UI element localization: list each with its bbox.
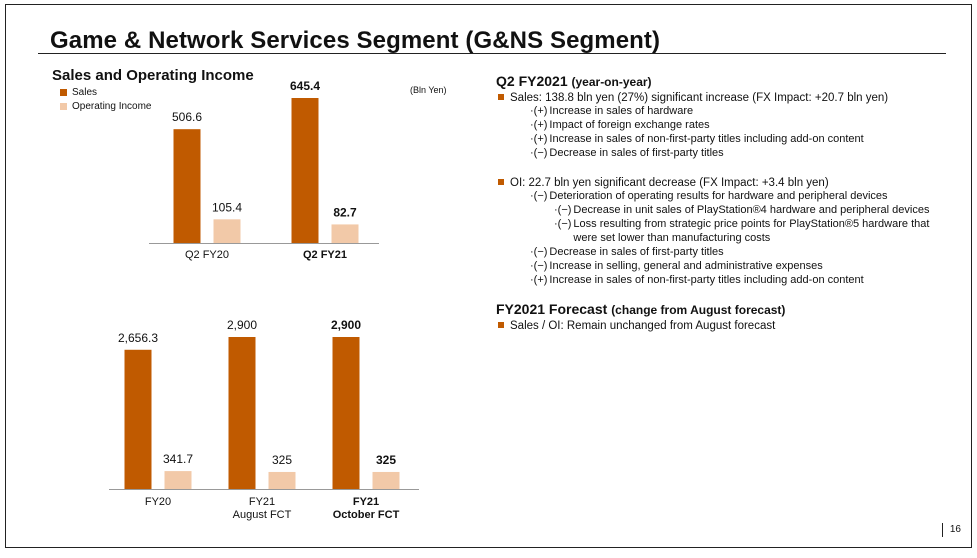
bar-operating-income [372, 471, 400, 489]
oi-factor-item: ·(−) Deterioration of operating results f… [530, 189, 966, 203]
oi-factor-item-text: Deterioration of operating results for h… [549, 190, 888, 202]
oi-factor-item-marker: ·(−) [530, 246, 548, 258]
data-label-sales: 2,900 [331, 318, 361, 332]
data-label-operating-income: 325 [272, 453, 292, 467]
sales-factor-item: ·(+) Impact of foreign exchange rates [530, 118, 966, 132]
oi-factor-item: ·(−) Increase in selling, general and adm… [530, 259, 966, 273]
bar-operating-income [164, 471, 192, 489]
slide: Game & Network Services Segment (G&NS Se… [5, 4, 972, 548]
oi-bullet: OI: 22.7 bln yen significant decrease (F… [496, 177, 966, 189]
oi-factor-list: ·(−) Deterioration of operating results f… [530, 189, 966, 287]
legend-item-operating-income: Operating Income [60, 99, 152, 113]
data-label-operating-income: 341.7 [163, 452, 193, 466]
bar-sales [332, 337, 360, 489]
data-label-operating-income: 325 [376, 453, 396, 467]
oi-factor-item-marker: ·(−) [554, 218, 572, 230]
bullet-square-icon [498, 179, 504, 185]
sales-factor-item-marker: ·(+) [530, 119, 548, 131]
sales-factor-item-text: Increase in sales of hardware [549, 105, 694, 117]
sales-factor-item-text: Decrease in sales of first-party titles [549, 147, 724, 159]
forecast-bullet-text: Sales / OI: Remain unchanged from August… [510, 320, 776, 332]
oi-factor-item: ·(−) Decrease in unit sales of PlayStatio… [554, 203, 966, 217]
bar-operating-income [268, 471, 296, 489]
category-label: FY21 [249, 496, 275, 508]
oi-factor-item-text: Increase in selling, general and adminis… [549, 260, 823, 272]
commentary-panel: Q2 FY2021 (year-on-year) Sales: 138.8 bl… [496, 73, 966, 332]
category-label: FY21 [353, 496, 379, 508]
page-title: Game & Network Services Segment (G&NS Se… [50, 27, 661, 54]
oi-factor-item-marker: ·(+) [530, 274, 548, 286]
oi-factor-item-text: Increase in sales of non-first-party tit… [549, 274, 864, 286]
sales-factor-item-marker: ·(−) [530, 147, 548, 159]
bullet-square-icon [498, 94, 504, 100]
q2-heading-main: Q2 FY2021 [496, 73, 568, 89]
legend-label-operating-income: Operating Income [72, 100, 152, 112]
sales-factor-item: ·(−) Decrease in sales of first-party tit… [530, 146, 966, 160]
forecast-heading-main: FY2021 Forecast [496, 301, 608, 317]
category-label: Q2 FY21 [303, 249, 347, 261]
sales-bullet-text: Sales: 138.8 bln yen (27%) significant i… [510, 92, 889, 104]
data-label-operating-income: 82.7 [333, 205, 357, 219]
oi-factor-item-marker: ·(−) [530, 260, 548, 272]
oi-factor-item-text: Decrease in sales of first-party titles [549, 246, 724, 258]
oi-factor-item-text: Loss resulting from strategic price poin… [573, 218, 930, 244]
sales-factor-item-marker: ·(+) [530, 133, 548, 145]
sales-factor-list: ·(+) Increase in sales of hardware ·(+) Imp… [530, 104, 966, 160]
oi-bullet-text: OI: 22.7 bln yen significant decrease (F… [510, 177, 829, 189]
charts-canvas: 506.6 105.4 Q2 FY20 645.4 82.7 Q2 FY21 2,656.3… [109, 79, 419, 521]
title-divider [38, 53, 946, 54]
legend-label-sales: Sales [72, 86, 98, 98]
bar-sales [228, 337, 256, 489]
oi-factor-item: ·(+) Increase in sales of non-first-party… [530, 273, 966, 287]
forecast-bullet: Sales / OI: Remain unchanged from August… [496, 320, 966, 332]
data-label-sales: 506.6 [172, 110, 202, 124]
bar-sales [173, 129, 201, 243]
data-label-sales: 2,900 [227, 318, 257, 332]
unit-label: (Bln Yen) [410, 85, 447, 95]
sales-factor-item-marker: ·(+) [530, 105, 548, 117]
sales-factor-item-text: Increase in sales of non-first-party tit… [549, 133, 864, 145]
oi-factor-item-marker: ·(−) [554, 204, 572, 216]
legend-swatch-sales [60, 88, 67, 96]
chart-legend: Sales Operating Income [60, 85, 152, 113]
bar-sales [124, 349, 152, 489]
data-label-operating-income: 105.4 [212, 200, 242, 214]
oi-factor-item: ·(−) Loss resulting from strategic price … [554, 217, 966, 245]
sales-factor-item: ·(+) Increase in sales of non-first-party… [530, 132, 966, 146]
forecast-heading-sub: (change from August forecast) [611, 303, 786, 317]
oi-factor-item-text: Decrease in unit sales of PlayStation®4 … [573, 204, 930, 216]
q2-heading: Q2 FY2021 (year-on-year) [496, 73, 966, 89]
forecast-heading: FY2021 Forecast (change from August fore… [496, 301, 966, 317]
data-label-sales: 2,656.3 [118, 331, 158, 345]
legend-item-sales: Sales [60, 85, 152, 99]
page-number: 16 [941, 523, 961, 537]
category-label: FY20 [145, 496, 171, 508]
category-label: October FCT [333, 509, 400, 521]
legend-swatch-operating-income [60, 102, 67, 110]
bullet-square-icon [498, 322, 504, 328]
category-label: August FCT [233, 509, 292, 521]
sales-bullet: Sales: 138.8 bln yen (27%) significant i… [496, 92, 966, 104]
sales-factor-item: ·(+) Increase in sales of hardware [530, 104, 966, 118]
q2-heading-sub: (year-on-year) [571, 75, 652, 89]
oi-factor-item-marker: ·(−) [530, 190, 548, 202]
data-label-sales: 645.4 [290, 79, 320, 93]
oi-factor-item: ·(−) Decrease in sales of first-party tit… [530, 245, 966, 259]
category-label: Q2 FY20 [185, 249, 229, 261]
bar-sales [291, 98, 319, 243]
sales-factor-item-text: Impact of foreign exchange rates [549, 119, 710, 131]
chart-section-title: Sales and Operating Income [52, 67, 254, 84]
bar-operating-income [331, 224, 359, 243]
bar-operating-income [213, 219, 241, 243]
